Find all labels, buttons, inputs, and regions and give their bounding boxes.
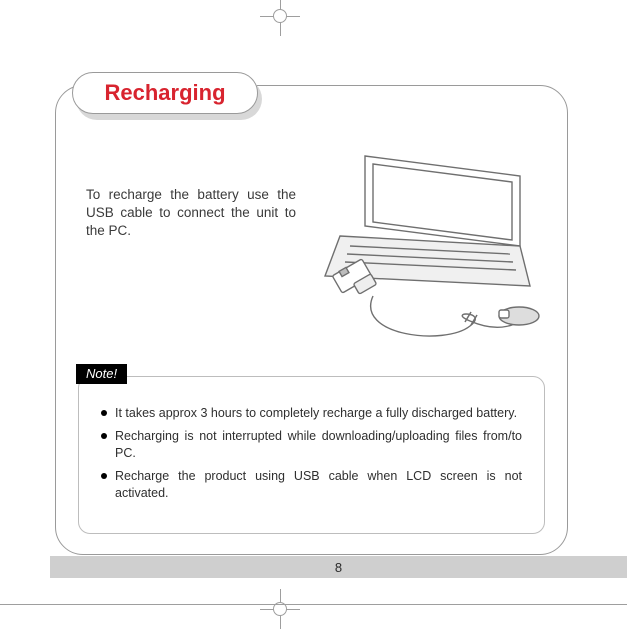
note-item: Recharge the product using USB cable whe…: [101, 468, 522, 502]
content-panel: To recharge the battery use the USB cabl…: [55, 85, 568, 555]
note-label: Note!: [76, 364, 127, 384]
intro-text: To recharge the battery use the USB cabl…: [86, 186, 296, 241]
manual-page: To recharge the battery use the USB cabl…: [0, 0, 627, 625]
page-number-bar: 8: [50, 556, 627, 578]
note-box: It takes approx 3 hours to completely re…: [78, 376, 545, 534]
section-title-text: Recharging: [104, 80, 225, 106]
note-item: It takes approx 3 hours to completely re…: [101, 405, 522, 422]
crop-mark-bottom: [260, 589, 300, 629]
note-list: It takes approx 3 hours to completely re…: [101, 405, 522, 501]
trim-line-bottom: [0, 604, 627, 605]
recharge-illustration: [295, 146, 545, 356]
page-number: 8: [335, 560, 342, 575]
note-item: Recharging is not interrupted while down…: [101, 428, 522, 462]
crop-mark-top: [260, 0, 300, 36]
section-title: Recharging: [72, 72, 322, 116]
